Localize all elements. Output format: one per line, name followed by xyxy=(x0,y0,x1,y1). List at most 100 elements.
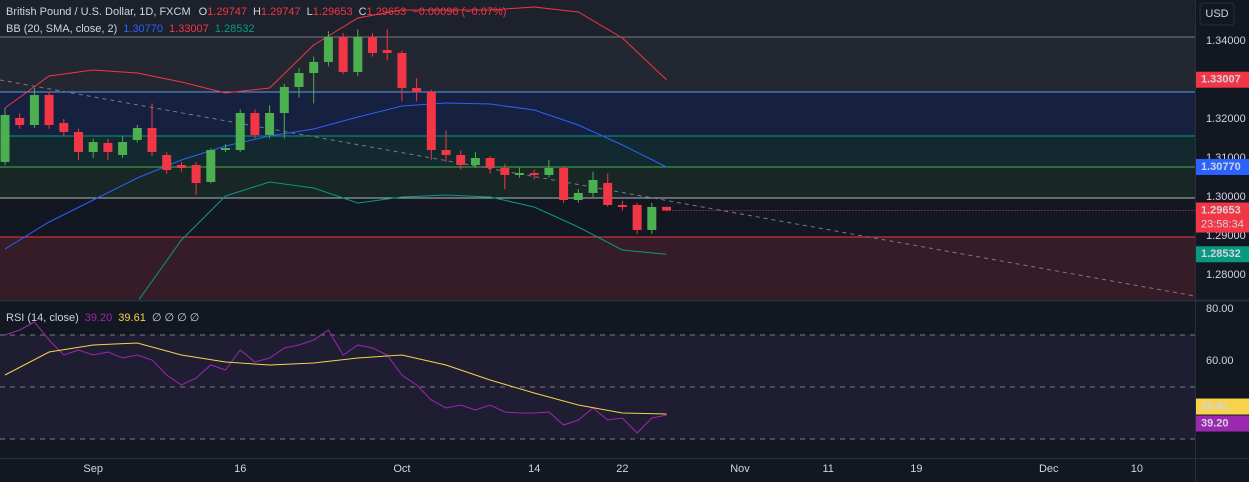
legend-text: L xyxy=(307,6,313,18)
y-tick-label: 1.34000 xyxy=(1206,35,1246,47)
candle-body xyxy=(162,154,172,171)
candle-body xyxy=(323,36,333,62)
candle-body xyxy=(397,53,407,88)
candle-body xyxy=(29,95,39,125)
legend-text: O xyxy=(199,6,208,18)
candle-body xyxy=(647,206,657,230)
rsi-last-label: 39.20 xyxy=(1201,417,1229,429)
x-tick-label: 16 xyxy=(234,463,246,475)
bb-line xyxy=(4,6,667,109)
candle-body xyxy=(603,182,613,205)
legend-text: 39.61 xyxy=(118,312,146,324)
candle-body xyxy=(441,150,451,155)
candle-body xyxy=(426,92,436,150)
zone xyxy=(0,0,1195,37)
x-tick-label: Nov xyxy=(730,463,750,475)
candle-body xyxy=(176,164,186,168)
candle-body xyxy=(88,142,98,152)
symbol-legend: British Pound / U.S. Dollar, 1D, FXCM O1.… xyxy=(6,6,506,18)
rsi-pane xyxy=(0,321,1195,440)
candle-body xyxy=(191,164,201,183)
legend-text: British Pound / U.S. Dollar, 1D, FXCM xyxy=(6,6,191,18)
candle-body xyxy=(15,117,25,125)
countdown: 23:58:34 xyxy=(1201,218,1244,230)
zone xyxy=(0,92,1195,136)
candle-body xyxy=(294,73,304,87)
last-price-label: 1.29653 xyxy=(1201,204,1241,216)
zone xyxy=(0,37,1195,92)
candle-body xyxy=(265,112,275,135)
candle-body xyxy=(221,148,231,150)
bb-last-label: 1.28532 xyxy=(1201,248,1241,260)
rsi-legend: RSI (14, close) 39.20 39.61 ∅ ∅ ∅ ∅ xyxy=(6,312,199,324)
candle-body xyxy=(279,86,289,113)
y-tick-label: 1.28000 xyxy=(1206,269,1246,281)
candle-body xyxy=(485,157,495,168)
legend-text: C xyxy=(359,6,367,18)
y-tick-label: 80.00 xyxy=(1206,303,1234,315)
rsi-last-label-box xyxy=(1196,398,1249,415)
zone xyxy=(0,237,1195,299)
x-tick-label: Oct xyxy=(393,463,410,475)
y-tick-label: 1.30000 xyxy=(1206,191,1246,203)
y-tick-label: 1.32000 xyxy=(1206,113,1246,125)
rsi-line xyxy=(4,342,667,415)
legend-text: 39.20 xyxy=(85,312,113,324)
candle-body xyxy=(0,114,10,163)
candle-body xyxy=(147,128,157,152)
candle-body xyxy=(515,173,525,175)
rsi-line xyxy=(4,321,667,434)
drawn-zones xyxy=(0,0,1196,299)
x-tick-label: 11 xyxy=(823,463,834,475)
bb-line xyxy=(4,102,667,250)
legend-text: RSI (14, close) xyxy=(6,312,79,324)
legend-text: 1.30770 xyxy=(123,23,163,35)
price-pane xyxy=(0,6,1195,300)
bb-last-label-box xyxy=(1196,246,1249,263)
candle-body xyxy=(573,192,583,200)
rsi-last-label: 39.61 xyxy=(1201,400,1229,412)
x-tick-label: 19 xyxy=(910,463,922,475)
legend-text: 1.29747 xyxy=(207,6,247,18)
rsi-last-label-box xyxy=(1196,415,1249,432)
legend-text: 1.29747 xyxy=(261,6,301,18)
legend-text: −0.00096 (−0.07%) xyxy=(412,6,506,18)
legend-text: 1.29653 xyxy=(367,6,407,18)
y-tick-label: 1.29000 xyxy=(1206,230,1246,242)
candle-body xyxy=(368,36,378,54)
x-tick-label: Dec xyxy=(1039,463,1059,475)
trend-line xyxy=(0,79,1196,297)
candle-body xyxy=(59,123,69,132)
candle-body xyxy=(132,128,142,140)
x-tick-label: 22 xyxy=(616,463,628,475)
legend-text: 1.33007 xyxy=(169,23,209,35)
rsi-band xyxy=(0,334,1195,439)
x-tick-label: 10 xyxy=(1131,463,1143,475)
currency[interactable]: USD xyxy=(1205,8,1228,20)
y-tick-label: 60.00 xyxy=(1206,355,1234,367)
candle-body xyxy=(456,154,466,165)
bb-last-label-box xyxy=(1196,158,1249,175)
candle-body xyxy=(632,204,642,230)
candle-body xyxy=(250,112,260,135)
zone xyxy=(0,136,1195,167)
last-price-box xyxy=(1196,202,1249,233)
legend-text: BB (20, SMA, close, 2) xyxy=(6,23,117,35)
candle-body xyxy=(74,131,84,152)
currency-box[interactable] xyxy=(1199,2,1235,26)
candle-body xyxy=(529,173,539,175)
candle-body xyxy=(118,142,128,155)
candle-body xyxy=(235,112,245,150)
candle-body xyxy=(500,167,510,175)
candle-body xyxy=(544,167,554,175)
bb-last-label-box xyxy=(1196,71,1249,88)
bb-last-label: 1.33007 xyxy=(1201,74,1241,86)
candle-body xyxy=(412,87,422,93)
candle-body xyxy=(470,157,480,165)
x-tick-label: 14 xyxy=(528,463,540,475)
bb-last-label: 1.30770 xyxy=(1201,161,1241,173)
bb-legend: BB (20, SMA, close, 2) 1.30770 1.33007 1.28… xyxy=(6,23,255,35)
legend-text: 1.29653 xyxy=(313,6,353,18)
candle-body xyxy=(44,95,54,125)
